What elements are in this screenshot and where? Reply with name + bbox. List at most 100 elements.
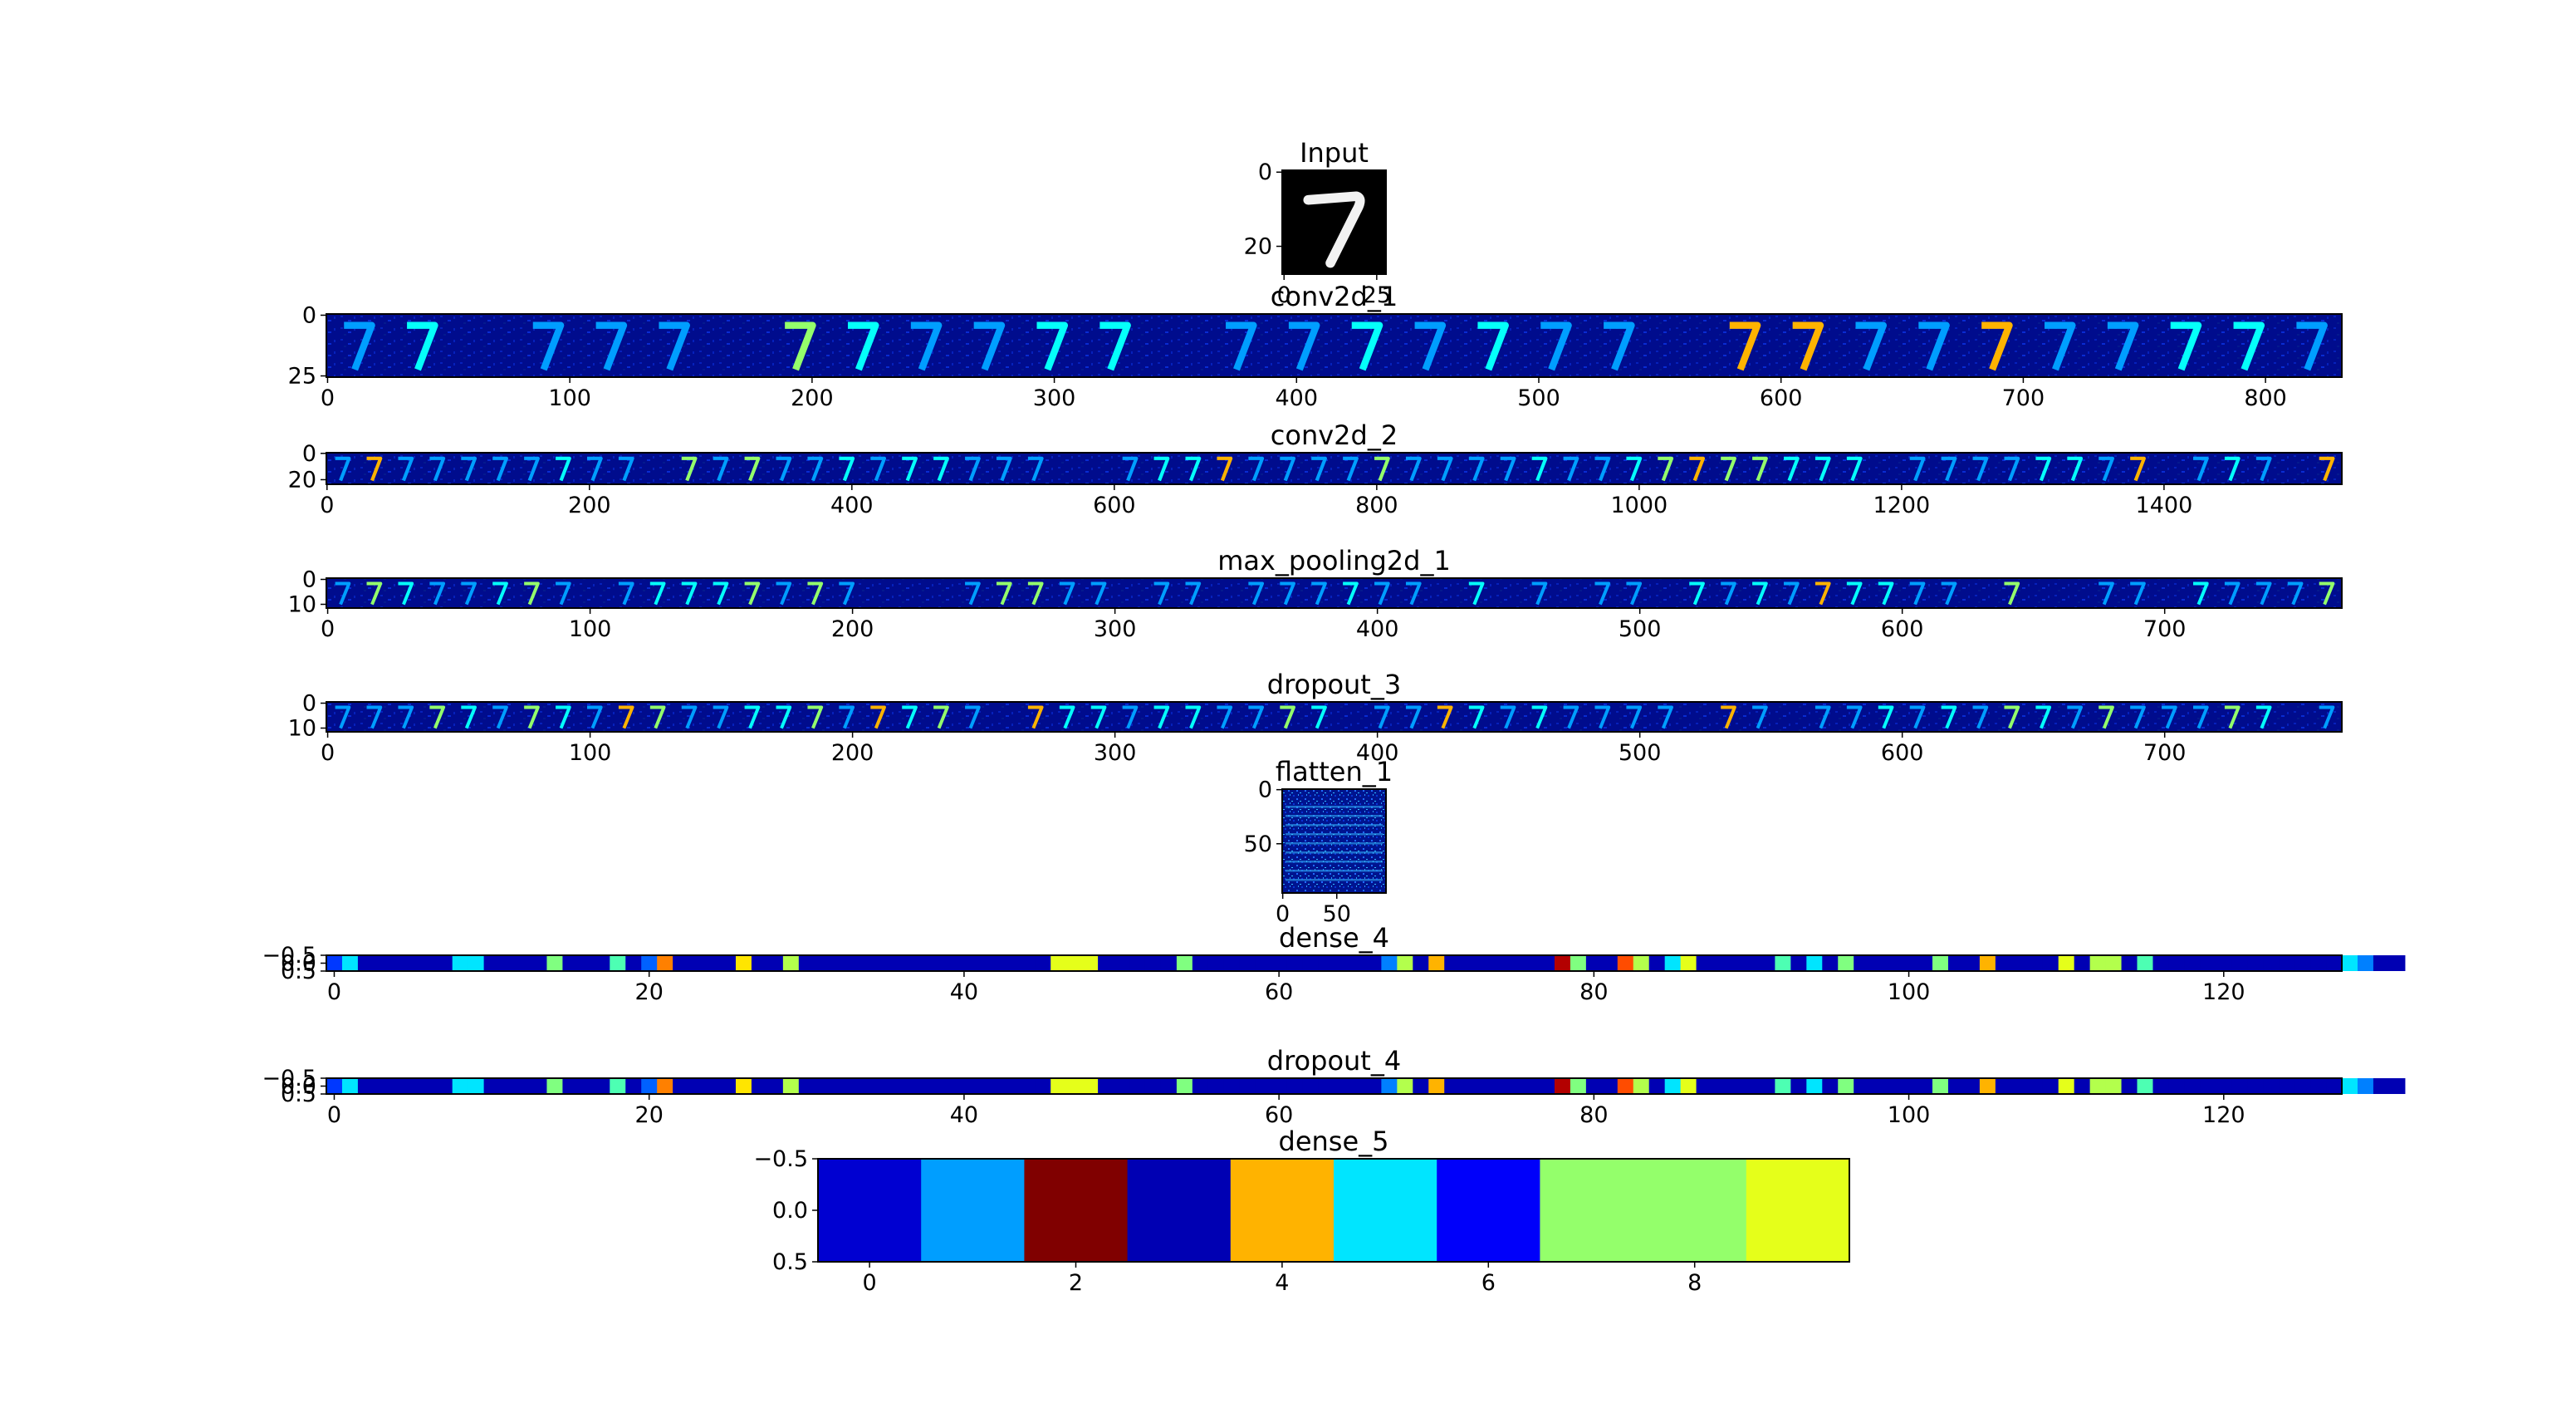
- y-tick-label: 10: [288, 592, 316, 618]
- heatmap-cell: [420, 955, 438, 971]
- heatmap-image: [818, 1159, 1850, 1262]
- heatmap-cell: [1127, 1159, 1232, 1262]
- feature-map-glyph: [776, 581, 792, 606]
- heatmap-cell: [1413, 1078, 1429, 1094]
- x-tick-label: 800: [1355, 493, 1398, 518]
- heatmap-cell: [688, 1078, 705, 1094]
- heatmap-cell: [1035, 955, 1051, 971]
- heatmap-cell: [578, 1078, 595, 1094]
- feature-map-glyph: [1594, 456, 1611, 482]
- feature-map-glyph: [2255, 705, 2272, 729]
- y-tick-label: 0: [302, 691, 316, 717]
- heatmap-cell: [641, 955, 658, 971]
- feature-map-glyph: [429, 705, 446, 729]
- feature-map-glyph: [2287, 581, 2304, 606]
- heatmap-cell: [2026, 955, 2044, 971]
- panel-dense-4: dense_4 0 20 40 60 80 100 120 −0.50.00.5: [262, 922, 2406, 1005]
- heatmap-cell: [1664, 1078, 1682, 1094]
- heatmap-cell: [357, 1078, 375, 1094]
- heatmap-cell: [987, 1078, 1004, 1094]
- feature-map-glyph: [398, 705, 414, 729]
- feature-map-glyph: [1792, 321, 1824, 371]
- axes-frame: [326, 701, 2343, 733]
- activation-row: [1286, 851, 1383, 854]
- x-tick-label: 40: [950, 1102, 978, 1128]
- x-tick-label: 1400: [2136, 493, 2193, 518]
- heatmap-cell: [1979, 955, 1996, 971]
- feature-map-glyph: [965, 456, 981, 482]
- feature-map-glyph: [681, 581, 698, 606]
- heatmap-image: [326, 955, 2406, 971]
- feature-map-glyph: [618, 456, 634, 482]
- panel-max-pooling2d-1: max_pooling2d_1 0 100 200 300 400 500 600 700 010: [288, 545, 2343, 642]
- heatmap-cell: [1838, 955, 1854, 971]
- heatmap-cell: [1680, 955, 1697, 971]
- heatmap-cell: [893, 955, 910, 971]
- heatmap-cell: [436, 955, 453, 971]
- x-tick-label: 40: [950, 979, 978, 1005]
- heatmap-cell: [1995, 1078, 2012, 1094]
- x-tick-label: 0: [327, 1102, 341, 1128]
- heatmap-cell: [1019, 955, 1036, 971]
- heatmap-cell: [1523, 1078, 1540, 1094]
- heatmap-cell: [1932, 1078, 1949, 1094]
- feature-map-glyph: [1658, 456, 1674, 482]
- heatmap-cell: [1239, 955, 1256, 971]
- feature-map-glyph: [1122, 456, 1139, 482]
- feature-map-glyph: [870, 705, 886, 729]
- heatmap-cell: [341, 1078, 359, 1094]
- feature-map-glyph: [2170, 321, 2202, 371]
- heatmap-cell: [2231, 1078, 2248, 1094]
- heatmap-cell: [1160, 1078, 1178, 1094]
- heatmap-cell: [1743, 955, 1761, 971]
- feature-map-glyph: [366, 581, 383, 606]
- heatmap-cell: [1507, 955, 1524, 971]
- heatmap-cell: [610, 1078, 626, 1094]
- feature-map-glyph: [1981, 321, 2013, 371]
- feature-map-glyph: [776, 456, 792, 482]
- heatmap-cell: [625, 1078, 642, 1094]
- feature-map-glyph: [1405, 456, 1422, 482]
- heatmap-cell: [1727, 955, 1745, 971]
- feature-map-glyph: [1531, 456, 1548, 482]
- x-tick-label: 120: [2202, 1102, 2245, 1128]
- x-tick-label: 0: [863, 1270, 877, 1296]
- heatmap-cell: [1003, 1078, 1020, 1094]
- feature-map-glyph: [366, 705, 383, 729]
- heatmap-cell: [1286, 955, 1304, 971]
- feature-map-glyph: [2099, 456, 2115, 482]
- x-tick-label: 500: [1619, 740, 1662, 766]
- feature-map-glyph: [1280, 456, 1296, 482]
- heatmap-cell: [766, 1078, 784, 1094]
- x-tick-label: 200: [791, 385, 834, 411]
- activation-row: [1286, 870, 1383, 872]
- feature-map-glyph: [1311, 456, 1327, 482]
- heatmap-cell: [921, 1159, 1025, 1262]
- heatmap-cell: [1176, 1078, 1193, 1094]
- heatmap-cell: [1746, 1159, 1850, 1262]
- heatmap-cell: [1869, 1078, 1886, 1094]
- heatmap-cell: [1806, 1078, 1823, 1094]
- feature-map-glyph: [524, 581, 540, 606]
- heatmap-cell: [1223, 955, 1241, 971]
- heatmap-cell: [1271, 955, 1288, 971]
- heatmap-cell: [2357, 1078, 2374, 1094]
- feature-map-glyph: [2045, 321, 2076, 371]
- heatmap-cell: [1302, 955, 1320, 971]
- feature-map-glyph: [1059, 581, 1075, 606]
- heatmap-cell: [1286, 1078, 1304, 1094]
- heatmap-cell: [468, 1078, 485, 1094]
- heatmap-cell: [2310, 1078, 2327, 1094]
- heatmap-cell: [562, 1078, 579, 1094]
- feature-map-glyph: [2319, 581, 2335, 606]
- feature-map-glyph: [1594, 705, 1611, 729]
- feature-map-glyph: [744, 581, 761, 606]
- heatmap-cell: [1397, 1078, 1413, 1094]
- y-tick-label: 0: [1258, 778, 1272, 803]
- heatmap-cell: [1176, 955, 1193, 971]
- heatmap-cell: [499, 955, 517, 971]
- x-tick-label: 600: [1093, 493, 1136, 518]
- feature-map-glyph: [847, 321, 879, 371]
- feature-map-glyph: [344, 321, 375, 371]
